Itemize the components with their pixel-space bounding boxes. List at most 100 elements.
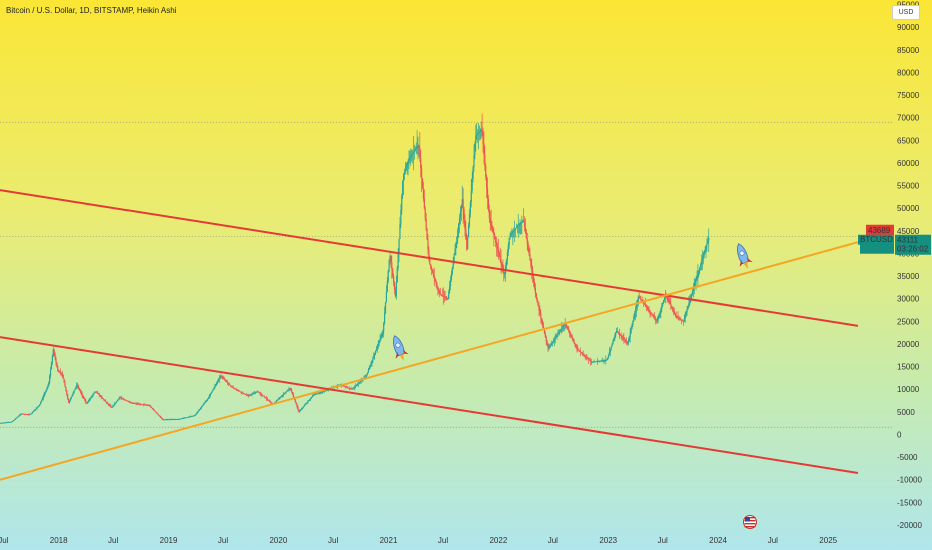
candle-body bbox=[523, 221, 526, 227]
candle-body bbox=[92, 394, 94, 396]
candle-body bbox=[458, 217, 461, 225]
candle-body bbox=[380, 336, 382, 339]
candle-body bbox=[547, 344, 549, 349]
y-tick-label: -10000 bbox=[897, 476, 922, 485]
candle-body bbox=[630, 329, 632, 334]
candle-body bbox=[49, 375, 51, 383]
candle-body bbox=[256, 391, 258, 393]
candle-body bbox=[584, 355, 586, 357]
candle-body bbox=[379, 338, 381, 342]
resistance-trendline[interactable] bbox=[0, 189, 859, 327]
candle-body bbox=[485, 165, 487, 177]
candle-body bbox=[658, 314, 660, 318]
support-trendline[interactable] bbox=[0, 241, 859, 481]
candle-body bbox=[653, 315, 655, 317]
candle-body bbox=[217, 379, 220, 382]
candle-body bbox=[112, 406, 114, 408]
candle-body bbox=[425, 218, 427, 229]
candle-body bbox=[525, 232, 527, 238]
y-tick-label: 5000 bbox=[897, 408, 915, 417]
candle-body bbox=[562, 326, 564, 328]
candle-body bbox=[276, 400, 278, 402]
candle-body bbox=[124, 399, 127, 401]
candle-body bbox=[440, 294, 443, 296]
candle-body bbox=[646, 307, 648, 309]
candle-body bbox=[114, 403, 116, 405]
candle-body bbox=[542, 321, 544, 326]
candle-body bbox=[461, 199, 463, 206]
candle-body bbox=[138, 403, 140, 405]
candle-body bbox=[282, 394, 285, 396]
candle-body bbox=[83, 397, 85, 399]
candle-body bbox=[648, 309, 650, 311]
candle-body bbox=[518, 224, 520, 226]
candle-body bbox=[186, 417, 188, 419]
us-flag-icon[interactable] bbox=[743, 515, 757, 529]
candle-body bbox=[691, 291, 694, 295]
candle-body bbox=[702, 255, 704, 259]
candle-body bbox=[559, 331, 561, 333]
candle-body bbox=[0, 423, 1, 424]
candle-body bbox=[135, 403, 137, 405]
candle-body bbox=[105, 400, 107, 402]
candle-body bbox=[578, 349, 580, 351]
candle-body bbox=[520, 222, 522, 224]
candle-body bbox=[533, 282, 536, 288]
candle-body bbox=[16, 417, 18, 418]
candle-body bbox=[348, 387, 350, 389]
candle-body bbox=[226, 380, 228, 382]
lower-trendline[interactable] bbox=[0, 336, 859, 474]
candle-body bbox=[436, 283, 438, 287]
candle-body bbox=[708, 237, 710, 241]
candle-body bbox=[310, 397, 313, 399]
candle-body bbox=[299, 410, 301, 412]
candle-body bbox=[199, 408, 202, 410]
candle-body bbox=[235, 388, 237, 390]
candle-body bbox=[95, 391, 97, 393]
candle-body bbox=[539, 310, 541, 315]
candle-body bbox=[587, 357, 589, 359]
candle-body bbox=[526, 237, 528, 244]
candle-body bbox=[489, 218, 491, 222]
candle-body bbox=[583, 354, 585, 356]
candle-body bbox=[46, 388, 48, 391]
currency-button[interactable]: USD bbox=[892, 5, 920, 20]
high-price-tag bbox=[866, 224, 894, 236]
candle-body bbox=[206, 399, 208, 402]
candle-body bbox=[395, 282, 397, 297]
candle-body bbox=[687, 306, 689, 310]
candle-body bbox=[504, 273, 506, 275]
candle-body bbox=[373, 355, 375, 359]
candle-body bbox=[207, 398, 209, 400]
candle-body bbox=[420, 158, 422, 169]
candle-body bbox=[521, 221, 523, 223]
candle-body bbox=[588, 358, 590, 360]
candle-body bbox=[54, 353, 56, 359]
candle-body bbox=[244, 394, 247, 395]
candle-body bbox=[97, 393, 100, 395]
candle-body bbox=[114, 402, 117, 404]
candle-body bbox=[19, 414, 21, 416]
candle-body bbox=[104, 399, 106, 401]
candle-body bbox=[615, 332, 617, 336]
candle-body bbox=[215, 384, 217, 386]
candle-body bbox=[382, 331, 384, 334]
candle-body bbox=[532, 276, 535, 283]
candle-body bbox=[384, 302, 387, 313]
candle-body bbox=[25, 414, 27, 415]
candle-body bbox=[254, 392, 256, 394]
candle-body bbox=[597, 361, 600, 362]
candle-body bbox=[13, 419, 16, 421]
candle-body bbox=[66, 390, 68, 395]
candle-body bbox=[30, 413, 33, 414]
candle-body bbox=[132, 402, 134, 404]
candle-body bbox=[122, 398, 124, 400]
candle-body bbox=[14, 418, 16, 420]
candle-body bbox=[42, 396, 44, 399]
candle-body bbox=[145, 404, 147, 406]
candle-body bbox=[85, 400, 87, 403]
candle-body bbox=[209, 393, 211, 396]
candle-body bbox=[251, 394, 253, 395]
candle-body bbox=[681, 320, 684, 322]
